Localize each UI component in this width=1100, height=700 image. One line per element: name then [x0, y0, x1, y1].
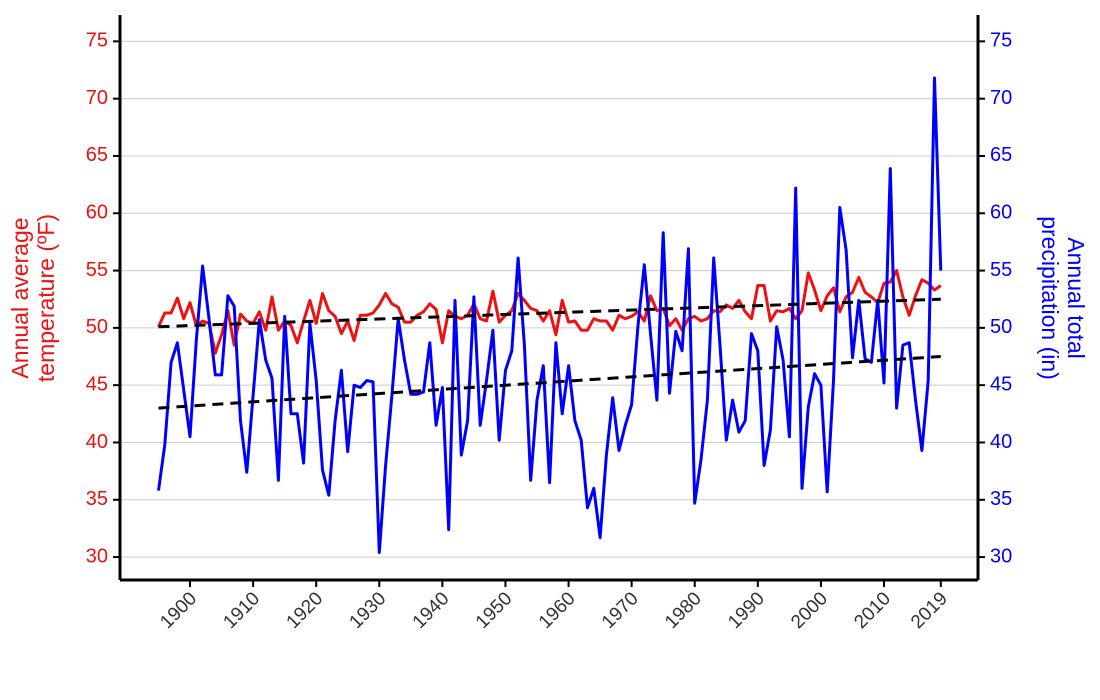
y2-axis-title-line: precipitation (in) [1037, 216, 1063, 380]
y-tick-label: 55 [86, 259, 108, 281]
y-tick-label: 35 [86, 488, 108, 510]
y2-tick-label: 35 [990, 488, 1012, 510]
y2-tick-label: 60 [990, 202, 1012, 224]
x-tick-label: 1990 [724, 588, 769, 633]
y-tick-label: 45 [86, 373, 108, 395]
y2-tick-label: 30 [990, 545, 1012, 567]
y-tick-label: 65 [86, 144, 108, 166]
y2-tick-label: 65 [990, 144, 1012, 166]
x-tick-label: 2019 [907, 588, 952, 633]
y2-tick-label: 40 [990, 431, 1012, 453]
y-tick-label: 50 [86, 316, 108, 338]
y2-tick-label: 45 [990, 373, 1012, 395]
data-line [157, 76, 943, 554]
x-tick-label: 2010 [850, 588, 895, 633]
x-tick-label: 1980 [661, 588, 706, 633]
trend-line [158, 355, 941, 410]
y-axis-title: Annual averagetemperature (ºF) [7, 214, 59, 382]
y-axis-title-line: Annual average [7, 217, 33, 378]
y2-tick-label: 50 [990, 316, 1012, 338]
y-tick-label: 60 [86, 202, 108, 224]
y2-axis-title: Annual totalprecipitation (in) [1037, 216, 1089, 380]
y-tick-label: 70 [86, 87, 108, 109]
y-tick-label: 40 [86, 431, 108, 453]
y2-tick-label: 70 [990, 87, 1012, 109]
x-tick-label: 1940 [409, 588, 454, 633]
x-tick-label: 1930 [346, 588, 391, 633]
x-tick-label: 2000 [787, 588, 832, 633]
x-tick-label: 1960 [535, 588, 580, 633]
y-tick-label: 75 [86, 30, 108, 52]
x-tick-label: 1900 [156, 588, 201, 633]
data-line [157, 269, 942, 355]
y2-tick-label: 75 [990, 30, 1012, 52]
y-axis-title-line: temperature (ºF) [33, 214, 59, 382]
x-tick-label: 1950 [472, 588, 517, 633]
y2-axis-title-line: Annual total [1063, 237, 1089, 358]
y2-tick-label: 55 [990, 259, 1012, 281]
trend-line [158, 297, 941, 329]
y-tick-label: 30 [86, 545, 108, 567]
x-tick-label: 1910 [219, 588, 264, 633]
x-tick-label: 1970 [598, 588, 643, 633]
x-tick-label: 1920 [283, 588, 328, 633]
